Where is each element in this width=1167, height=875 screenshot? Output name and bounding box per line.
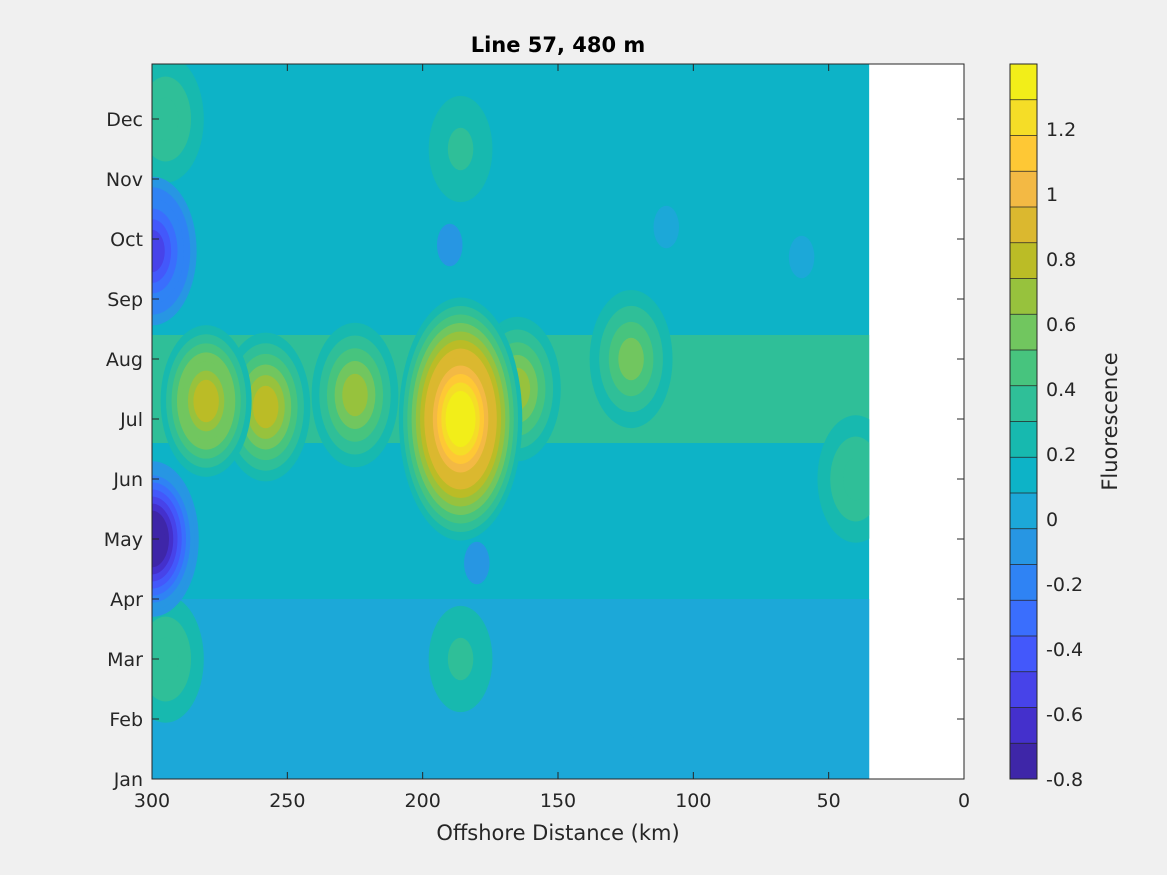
colorbar-tick-label: 1 (1046, 184, 1058, 206)
contour-layer (152, 64, 870, 779)
contour-level (447, 637, 474, 681)
colorbar-segment (1010, 171, 1037, 207)
x-tick-label: 0 (958, 790, 970, 812)
y-tick-label: Mar (107, 649, 143, 671)
colorbar-segment (1010, 207, 1037, 243)
contour-level (447, 127, 474, 171)
colorbar-segment (1010, 743, 1037, 779)
contour-level (788, 235, 815, 279)
colorbar: 1.2 1 0.8 0.6 0.4 0.2 0 -0.2 -0.4 -0.6 -0.8 (1009, 63, 1083, 791)
y-tick-label: Nov (106, 169, 143, 191)
colorbar-tick-label: -0.2 (1046, 574, 1083, 596)
colorbar-tick-label: -0.8 (1046, 769, 1083, 791)
contour-level (445, 391, 476, 447)
x-tick-label: 300 (134, 790, 170, 812)
colorbar-segment (1010, 99, 1037, 136)
contour-level (152, 97, 179, 141)
x-tick-label: 150 (540, 790, 576, 812)
contour-level (193, 379, 219, 423)
colorbar-segment (1010, 64, 1037, 100)
y-axis: Jan Feb Mar Apr May Jun Jul Aug Sep Oct Nov Dec (104, 109, 964, 791)
colorbar-segment (1010, 600, 1037, 636)
contour-level (842, 457, 869, 501)
colorbar-segment (1010, 350, 1037, 386)
x-axis: 300 250 200 150 100 50 0 (134, 64, 970, 812)
y-tick-label: Oct (110, 229, 143, 251)
contour-level (464, 541, 490, 585)
colorbar-tick-label: 1.2 (1046, 119, 1076, 141)
x-tick-label: 250 (269, 790, 305, 812)
contour-band (152, 599, 870, 779)
x-tick-label: 200 (405, 790, 441, 812)
y-tick-label: Feb (109, 709, 143, 731)
colorbar-segment (1010, 564, 1037, 601)
colorbar-tick-label: -0.4 (1046, 639, 1083, 661)
contour-level (252, 385, 279, 429)
contour-level (152, 637, 179, 681)
colorbar-segment (1010, 385, 1037, 422)
colorbar-tick-label: 0.4 (1046, 379, 1076, 401)
colorbar-tick-label: 0.8 (1046, 249, 1076, 271)
y-tick-label: Aug (106, 349, 143, 371)
colorbar-segment (1010, 707, 1037, 744)
colorbar-segment (1010, 135, 1037, 172)
colorbar-segment (1010, 242, 1037, 279)
colorbar-tick-label: 0 (1046, 509, 1058, 531)
y-tick-label: Sep (107, 289, 143, 311)
colorbar-tick-label: 0.6 (1046, 314, 1076, 336)
y-tick-label: Apr (110, 589, 143, 611)
contour-level (626, 697, 652, 741)
y-tick-label: Jul (119, 409, 143, 431)
contour-level (618, 337, 644, 381)
colorbar-segment (1010, 457, 1037, 493)
colorbar-segment (1010, 314, 1037, 350)
x-tick-label: 100 (675, 790, 711, 812)
chart-title: Line 57, 480 m (471, 33, 646, 57)
y-tick-label: Jun (112, 469, 143, 491)
colorbar-segment (1010, 528, 1037, 565)
colorbar-tick-label: 0.2 (1046, 444, 1076, 466)
colorbar-segment (1010, 671, 1037, 708)
x-axis-label: Offshore Distance (km) (436, 821, 679, 845)
colorbar-tick-label: -0.6 (1046, 704, 1083, 726)
contour-level (342, 373, 368, 417)
colorbar-segment (1010, 278, 1037, 315)
contour-level (653, 205, 680, 249)
colorbar-segment (1010, 636, 1037, 672)
contour-level (152, 229, 165, 273)
y-tick-label: Jan (113, 769, 143, 791)
colorbar-border (1009, 63, 1038, 780)
colorbar-label: Fluorescence (1098, 352, 1122, 490)
colorbar-segment (1010, 493, 1037, 529)
contour-level (436, 223, 463, 267)
x-tick-label: 50 (817, 790, 841, 812)
y-tick-label: May (104, 529, 143, 551)
colorbar-segment (1010, 421, 1037, 458)
y-tick-label: Dec (106, 109, 143, 131)
